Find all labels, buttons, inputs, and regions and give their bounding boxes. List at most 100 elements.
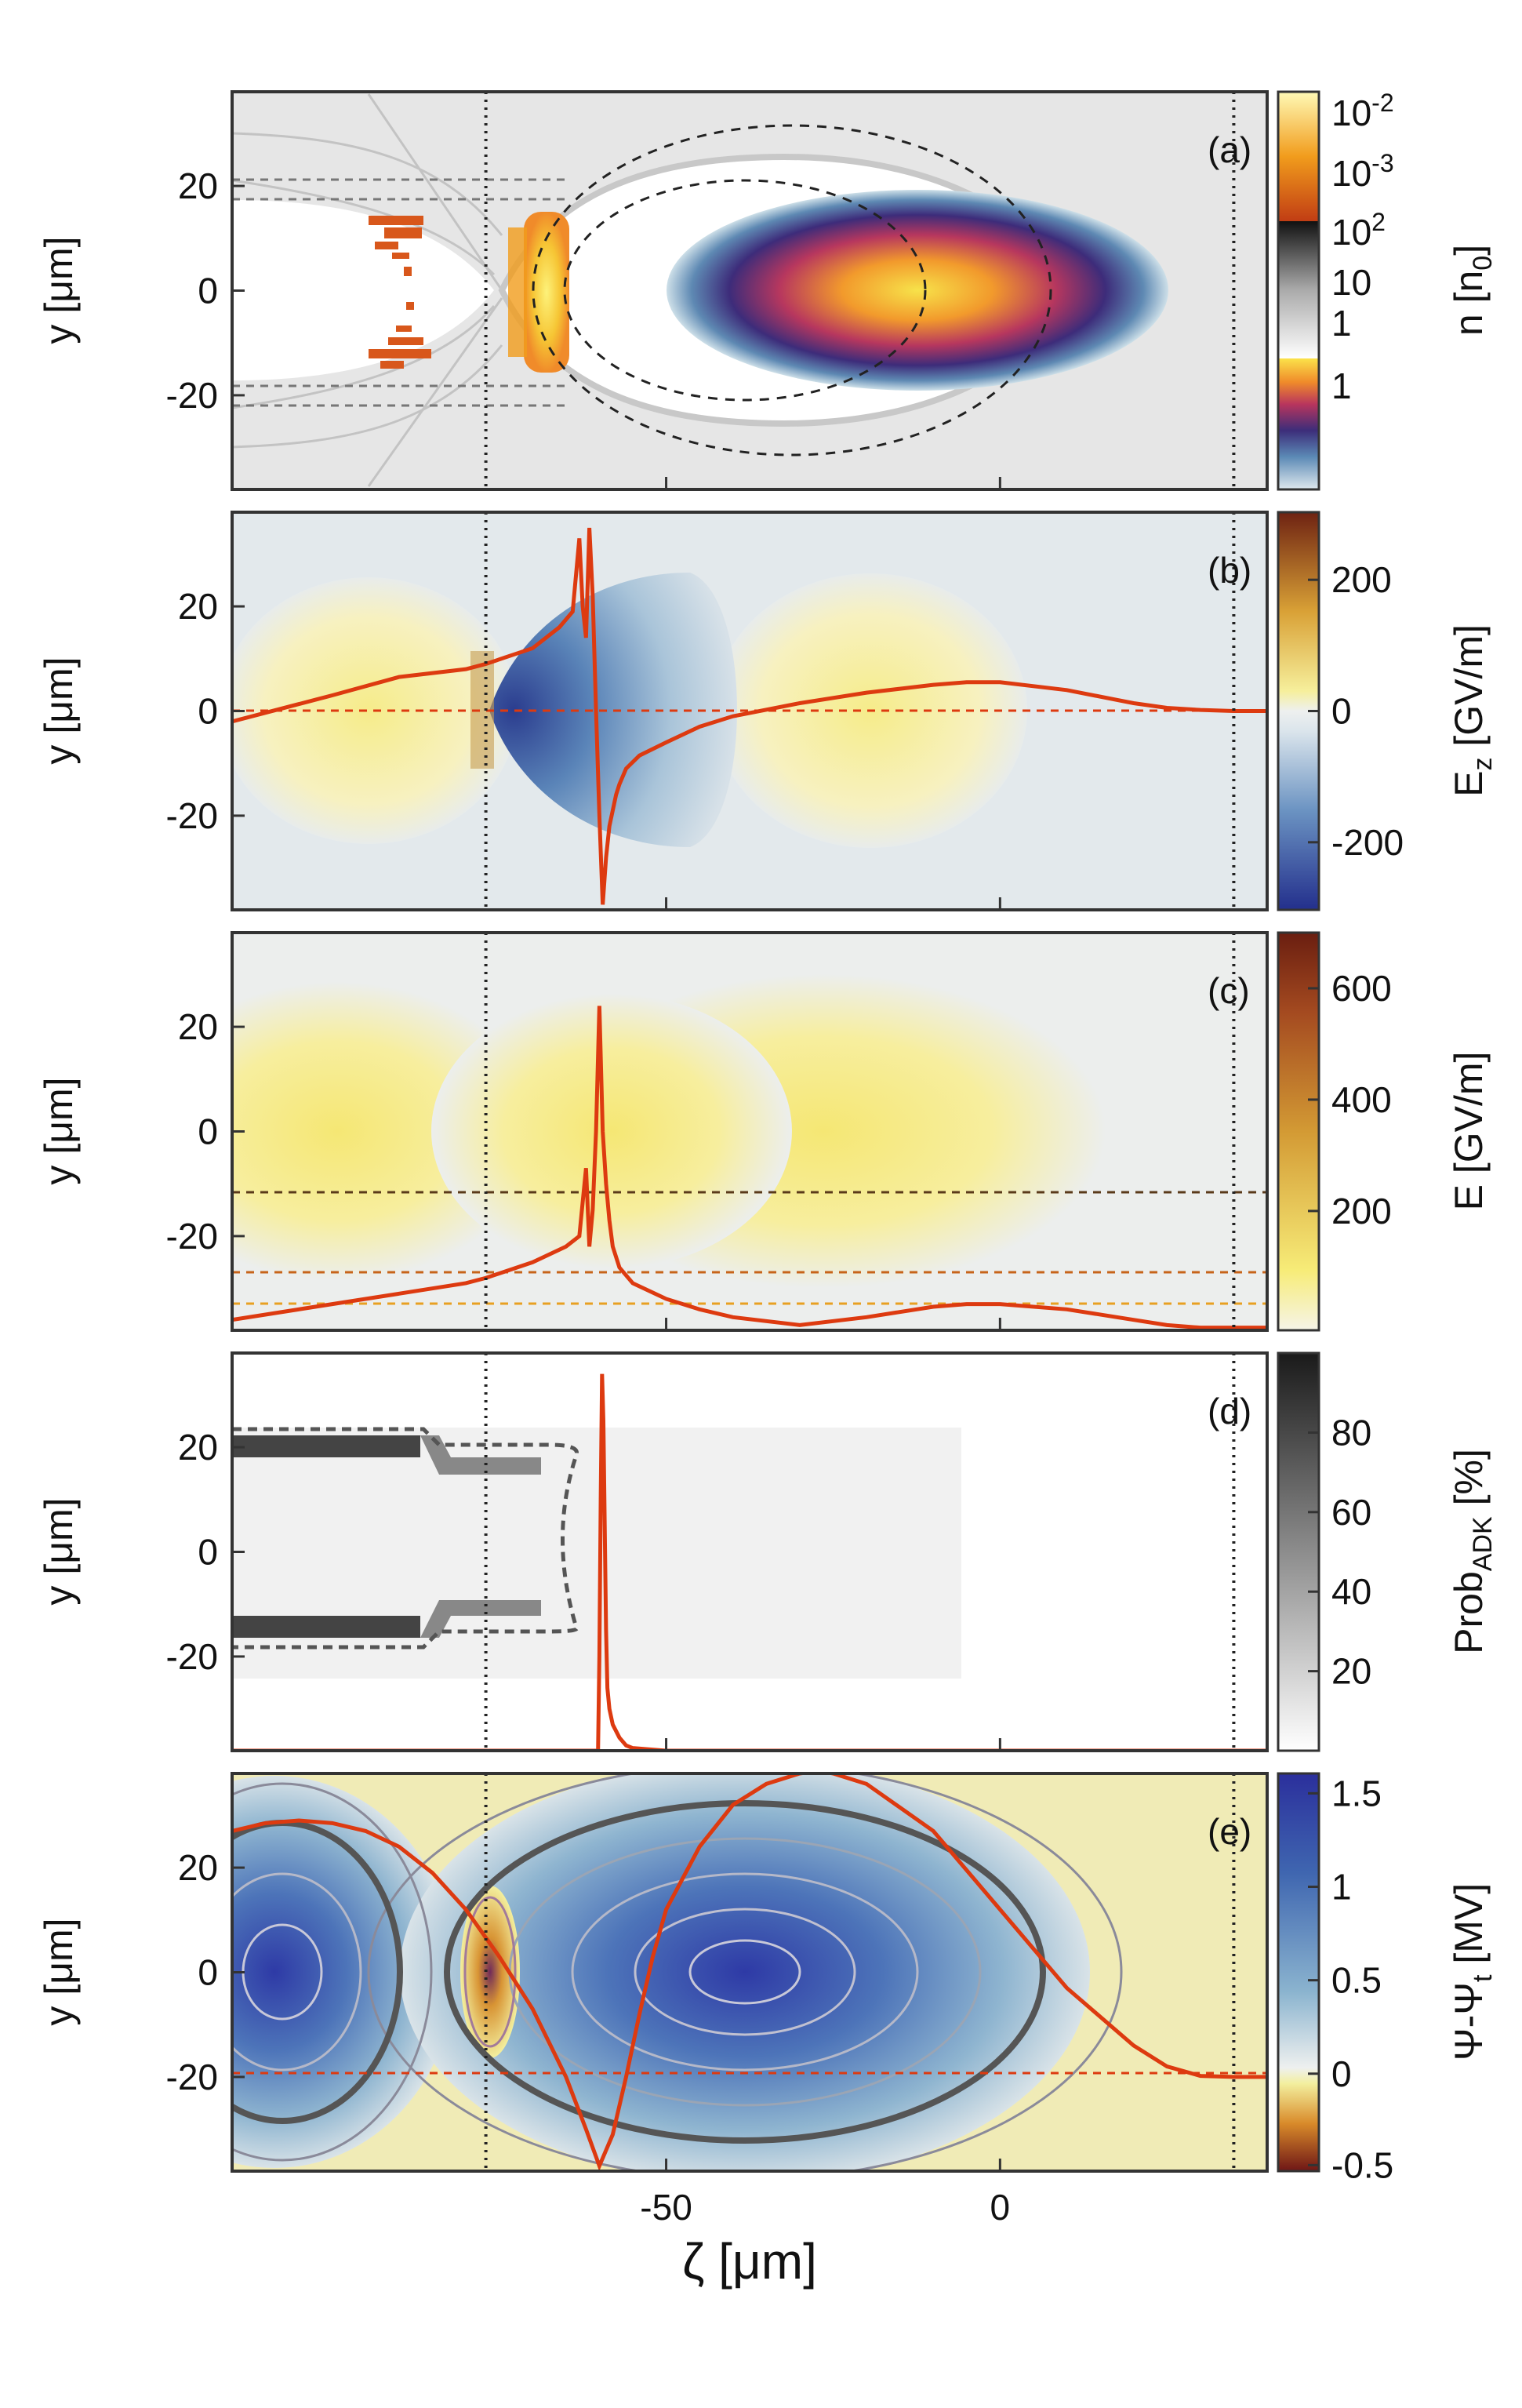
- y-tick-label: 20: [178, 1006, 218, 1047]
- panel-a-wake-streaks: [232, 93, 503, 487]
- colorbar-tick-label: -0.5: [1331, 2144, 1393, 2185]
- panel-b-colorbar-ticks: 200 0 -200: [1308, 559, 1404, 863]
- panel-e-witness-potential: [460, 1886, 520, 2058]
- panel-e-x-ticks: -50 0: [640, 2159, 1010, 2228]
- panel-d-x-ticks: [665, 1738, 1001, 1751]
- x-tick-label: -50: [640, 2187, 692, 2228]
- panel-e-vlines: [484, 1773, 1236, 2171]
- y-tick-label: 0: [198, 1952, 218, 1993]
- x-tick-label: 0: [990, 2187, 1011, 2228]
- panel-e-ylabel: y [μm]: [37, 1918, 81, 2025]
- colorbar-tick-label: 40: [1331, 1571, 1371, 1612]
- panel-c-vlines: [484, 933, 1236, 1330]
- colorbar-tick-label: 0.5: [1331, 1960, 1382, 2001]
- panel-d-colorbar-ticks: 80 60 40 20: [1308, 1412, 1371, 1692]
- panel-c-lineout: [232, 1006, 1267, 1330]
- colorbar-tick-label: 200: [1331, 559, 1392, 600]
- colorbar-tick-label: 20: [1331, 1651, 1371, 1692]
- panel-e-colorbar-ticks: 1.5 1 0.5 0 -0.5: [1308, 1773, 1393, 2185]
- y-tick-label: 20: [178, 1847, 218, 1888]
- panel-a-rear-bubble: [232, 200, 494, 380]
- panel-c-label: (c): [1208, 970, 1250, 1011]
- panel-e-y-ticks: 20 0 -20: [166, 1847, 245, 2097]
- panel-d-ylabel: y [μm]: [37, 1497, 81, 1605]
- panel-a-x-ticks: [665, 477, 1001, 489]
- colorbar-tick-label: 200: [1331, 1191, 1392, 1231]
- y-tick-label: 20: [178, 1427, 218, 1468]
- panel-a-colorbar: [1277, 90, 1320, 491]
- panel-b-x-ticks: [665, 897, 1001, 910]
- panel-d-label: (d): [1208, 1391, 1251, 1431]
- panel-c-y-ticks: 20 0 -20: [166, 1006, 245, 1257]
- panel-d-vlines: [484, 1353, 1236, 1751]
- y-tick-label: 0: [198, 1111, 218, 1152]
- y-tick-label: -20: [166, 1216, 218, 1257]
- panel-d-ionized-band-upper: [232, 1435, 420, 1457]
- y-tick-label: 0: [198, 271, 218, 311]
- panel-b-label: (b): [1208, 550, 1251, 591]
- panel-b-colorbar-label: Ez [GV/m]: [1447, 624, 1498, 797]
- colorbar-tick-label: 1: [1331, 1866, 1352, 1907]
- panel-c-colorbar: [1277, 931, 1320, 1332]
- panel-d-ionized-step-lower: [420, 1600, 541, 1638]
- panel-a-y-ticks: 20 0 -20: [166, 166, 245, 416]
- panel-e-colorbar-label: Ψ-Ψt [MV]: [1447, 1883, 1498, 2061]
- panel-b-ylabel: y [μm]: [37, 657, 81, 764]
- panel-e-colorbar: [1277, 1772, 1320, 2173]
- y-tick-label: 20: [178, 166, 218, 206]
- panel-c-x-ticks: [665, 1318, 1001, 1330]
- colorbar-tick-label: 1.5: [1331, 1773, 1382, 1813]
- panel-c-field-center: [431, 994, 792, 1268]
- panel-d-lineout: [232, 1373, 1267, 1751]
- panel-a: (a) 20 0 -20 y [μm] 10-2 10-3 102 10 1 1 n…: [37, 89, 1498, 491]
- y-tick-label: 20: [178, 586, 218, 627]
- panel-a-vlines: [484, 92, 1236, 489]
- panel-d-ionized-step-upper: [420, 1435, 541, 1475]
- panel-d: (d) 20 0 -20 y [μm] 80 60 40 20 ProbADK [%]: [37, 1351, 1498, 1752]
- cb-a-tick-1: 10-3: [1331, 149, 1394, 194]
- colorbar-tick-label: 60: [1331, 1492, 1371, 1533]
- colorbar-tick-label: -200: [1331, 822, 1404, 863]
- colorbar-tick-label: 400: [1331, 1079, 1392, 1120]
- panel-e: (e) 20 0 -20 -50 0 y [μm] 1.5 1 0.5 0 -0.5 Ψ-Ψt…: [37, 1772, 1498, 2228]
- panel-d-haze: [232, 1428, 961, 1679]
- panel-a-drive-beam: [667, 190, 1168, 391]
- cb-a-tick-2: 102: [1331, 208, 1386, 253]
- panel-a-colorbar-label: n [n0]: [1447, 245, 1498, 336]
- panel-e-label: (e): [1208, 1811, 1251, 1852]
- colorbar-tick-label: 80: [1331, 1412, 1371, 1453]
- y-tick-label: -20: [166, 2057, 218, 2097]
- panel-d-colorbar: [1277, 1351, 1320, 1752]
- panel-e-front-potential: [400, 1773, 1090, 2171]
- panel-c-colorbar-label: E [GV/m]: [1447, 1052, 1491, 1211]
- colorbar-tick-label: 600: [1331, 968, 1392, 1009]
- panel-b-vlines: [484, 512, 1236, 910]
- cb-a-tick-3: 10: [1331, 262, 1371, 303]
- y-tick-label: 0: [198, 1532, 218, 1573]
- colorbar-tick-label: 0: [1331, 691, 1352, 732]
- y-tick-label: -20: [166, 375, 218, 416]
- panel-a-ylabel: y [μm]: [37, 236, 81, 344]
- panel-a-colorbar-ticks: 10-2 10-3 102 10 1 1: [1331, 89, 1394, 406]
- y-tick-label: 0: [198, 691, 218, 732]
- panel-c-colorbar-ticks: 600 400 200: [1308, 968, 1392, 1231]
- y-tick-label: -20: [166, 1636, 218, 1677]
- panel-e-lineout: [232, 1773, 1267, 2171]
- panel-b-y-ticks: 20 0 -20: [166, 586, 245, 836]
- panel-d-dashed-contour: [232, 1427, 579, 1650]
- panel-a-dashed-ellipses: [532, 124, 1052, 457]
- panel-c-dashed-hlines: [232, 1191, 1267, 1305]
- panel-c-ylabel: y [μm]: [37, 1077, 81, 1184]
- cb-a-tick-5: 1: [1331, 366, 1352, 406]
- panel-a-ionized-electrons: [369, 216, 431, 369]
- colorbar-tick-label: 0: [1331, 2053, 1352, 2094]
- panel-a-witness-beam: [524, 212, 569, 373]
- panel-d-colorbar-label: ProbADK [%]: [1447, 1449, 1498, 1654]
- panel-a-label: (a): [1208, 129, 1251, 170]
- cb-a-tick-4: 1: [1331, 303, 1352, 344]
- cb-a-tick-0: 10-2: [1331, 89, 1394, 133]
- panel-a-witness-edge: [508, 227, 527, 357]
